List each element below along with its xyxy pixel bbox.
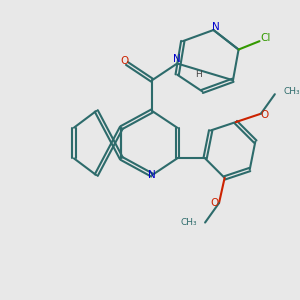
Text: O: O	[120, 56, 128, 66]
Text: N: N	[173, 54, 181, 64]
Text: H: H	[195, 70, 202, 79]
Text: O: O	[260, 110, 269, 120]
Text: CH₃: CH₃	[180, 218, 197, 227]
Text: N: N	[148, 170, 156, 180]
Text: CH₃: CH₃	[283, 87, 300, 96]
Text: Cl: Cl	[260, 33, 270, 43]
Text: O: O	[211, 198, 219, 208]
Text: N: N	[212, 22, 220, 32]
